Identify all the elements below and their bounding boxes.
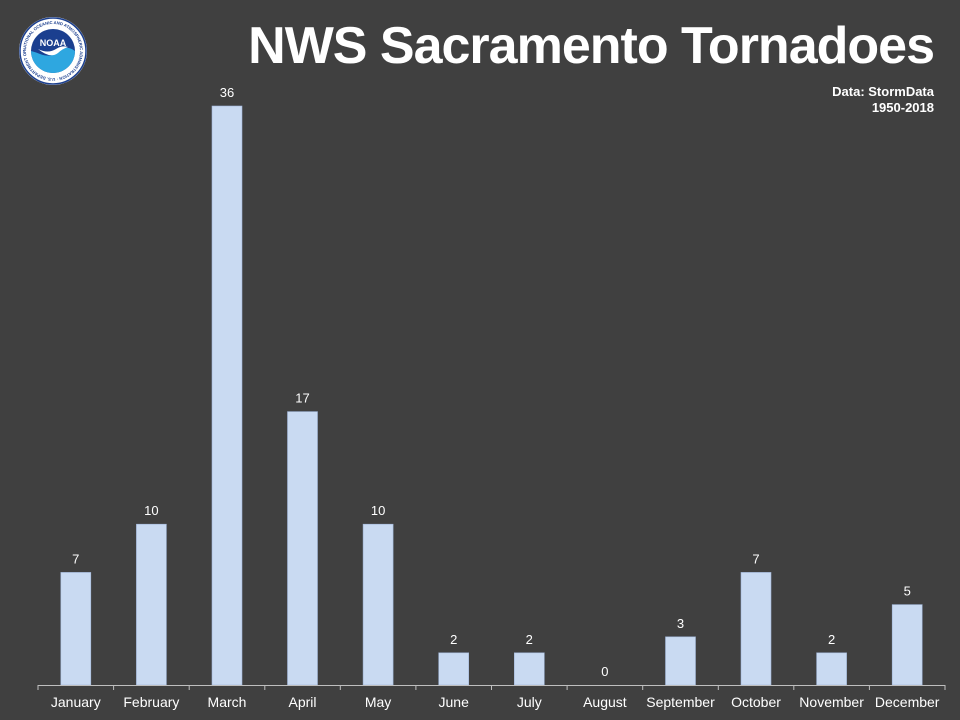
data-label-march: 36 [220, 85, 234, 100]
x-tick-label-july: July [517, 694, 542, 710]
data-label-september: 3 [677, 616, 684, 631]
bar-june [438, 652, 470, 686]
data-label-february: 10 [144, 503, 158, 518]
data-label-april: 17 [295, 391, 309, 406]
data-period-line: 1950-2018 [871, 100, 934, 115]
data-label-may: 10 [371, 503, 385, 518]
data-source: Data: StormData 1950-2018 [832, 84, 934, 116]
data-label-november: 2 [828, 632, 835, 647]
bar-september [665, 636, 696, 686]
bar-december [891, 604, 923, 686]
logo-text: NOAA [40, 38, 67, 48]
x-tick-label-august: August [583, 694, 627, 710]
x-tick-label-march: March [208, 694, 247, 710]
x-axis [37, 685, 946, 690]
x-tick-label-april: April [288, 694, 316, 710]
bar-february [136, 523, 167, 686]
bar-may [362, 523, 394, 686]
x-tick-label-june: June [439, 694, 470, 710]
bars-layer [60, 105, 923, 686]
bar-november [816, 652, 847, 686]
data-label-august: 0 [601, 664, 608, 679]
x-tick-label-february: February [123, 694, 179, 710]
data-source-line: Data: StormData [832, 84, 934, 99]
bar-april [287, 411, 318, 686]
data-label-july: 2 [526, 632, 533, 647]
bar-march [211, 105, 243, 686]
bar-october [740, 572, 772, 686]
data-label-october: 7 [752, 551, 759, 566]
x-tick-label-november: November [799, 694, 864, 710]
data-label-june: 2 [450, 632, 457, 647]
data-label-december: 5 [904, 584, 911, 599]
noaa-logo: NATIONAL OCEANIC AND ATMOSPHERIC ADMINIS… [18, 16, 87, 85]
x-tick-label-september: September [646, 694, 715, 710]
bar-july [513, 652, 545, 686]
bar-january [60, 572, 92, 686]
labels-layer: 7 January 10 February 36 March 17 April 10 May 2 Ju… [51, 85, 940, 710]
x-tick-label-december: December [875, 694, 940, 710]
data-label-january: 7 [72, 551, 79, 566]
chart-title: NWS Sacramento Tornadoes [248, 17, 935, 75]
x-tick-label-may: May [365, 694, 391, 710]
x-tick-label-january: January [51, 694, 101, 710]
x-tick-label-october: October [731, 694, 781, 710]
